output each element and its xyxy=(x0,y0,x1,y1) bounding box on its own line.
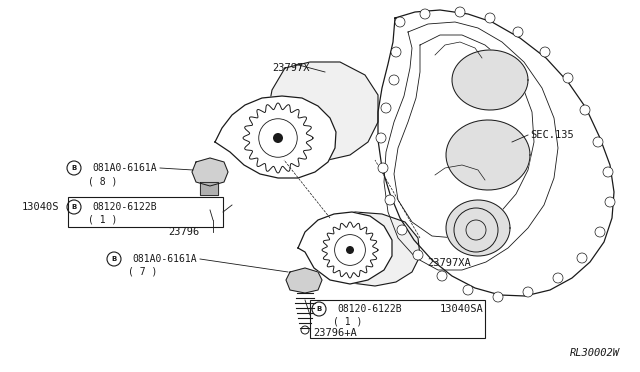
Polygon shape xyxy=(298,212,392,284)
Circle shape xyxy=(513,27,523,37)
Text: B: B xyxy=(72,204,77,210)
Text: 23797X: 23797X xyxy=(272,63,310,73)
Polygon shape xyxy=(286,268,322,293)
Text: 08120-6122B: 08120-6122B xyxy=(92,202,157,212)
Text: RL30002W: RL30002W xyxy=(570,348,620,358)
Polygon shape xyxy=(314,212,420,286)
Text: 23796+A: 23796+A xyxy=(313,328,356,338)
Text: 08120-6122B: 08120-6122B xyxy=(337,304,402,314)
Circle shape xyxy=(385,195,395,205)
Circle shape xyxy=(420,9,430,19)
Circle shape xyxy=(603,167,613,177)
Circle shape xyxy=(563,73,573,83)
Bar xyxy=(310,300,485,338)
Circle shape xyxy=(395,17,405,27)
Circle shape xyxy=(493,292,503,302)
Circle shape xyxy=(391,47,401,57)
Circle shape xyxy=(553,273,563,283)
Circle shape xyxy=(523,287,533,297)
Circle shape xyxy=(397,225,407,235)
Text: ( 7 ): ( 7 ) xyxy=(128,267,157,277)
Polygon shape xyxy=(192,158,228,186)
Polygon shape xyxy=(446,120,530,190)
Circle shape xyxy=(580,105,590,115)
Polygon shape xyxy=(452,50,528,110)
Text: B: B xyxy=(72,165,77,171)
Polygon shape xyxy=(378,10,614,296)
Circle shape xyxy=(437,271,447,281)
Text: 23797XA: 23797XA xyxy=(427,258,471,268)
Circle shape xyxy=(376,133,386,143)
Circle shape xyxy=(595,227,605,237)
Circle shape xyxy=(463,285,473,295)
Text: ( 8 ): ( 8 ) xyxy=(88,176,117,186)
Circle shape xyxy=(485,13,495,23)
Text: SEC.135: SEC.135 xyxy=(530,130,573,140)
Bar xyxy=(68,197,223,227)
Circle shape xyxy=(273,133,283,143)
Circle shape xyxy=(593,137,603,147)
Circle shape xyxy=(455,7,465,17)
Circle shape xyxy=(378,163,388,173)
Text: 081A0-6161A: 081A0-6161A xyxy=(132,254,196,264)
Circle shape xyxy=(389,75,399,85)
Polygon shape xyxy=(268,62,378,160)
Text: B: B xyxy=(316,306,322,312)
Polygon shape xyxy=(446,200,510,256)
Text: B: B xyxy=(111,256,116,262)
Text: 13040SA: 13040SA xyxy=(440,304,484,314)
Text: ( 1 ): ( 1 ) xyxy=(88,215,117,225)
Circle shape xyxy=(413,250,423,260)
Polygon shape xyxy=(215,96,336,178)
Polygon shape xyxy=(200,182,218,195)
Text: 081A0-6161A: 081A0-6161A xyxy=(92,163,157,173)
Circle shape xyxy=(577,253,587,263)
Text: 13040S: 13040S xyxy=(22,202,60,212)
Circle shape xyxy=(381,103,391,113)
Text: 23796: 23796 xyxy=(168,227,199,237)
Text: ( 1 ): ( 1 ) xyxy=(333,317,362,327)
Circle shape xyxy=(540,47,550,57)
Circle shape xyxy=(346,246,354,254)
Circle shape xyxy=(605,197,615,207)
